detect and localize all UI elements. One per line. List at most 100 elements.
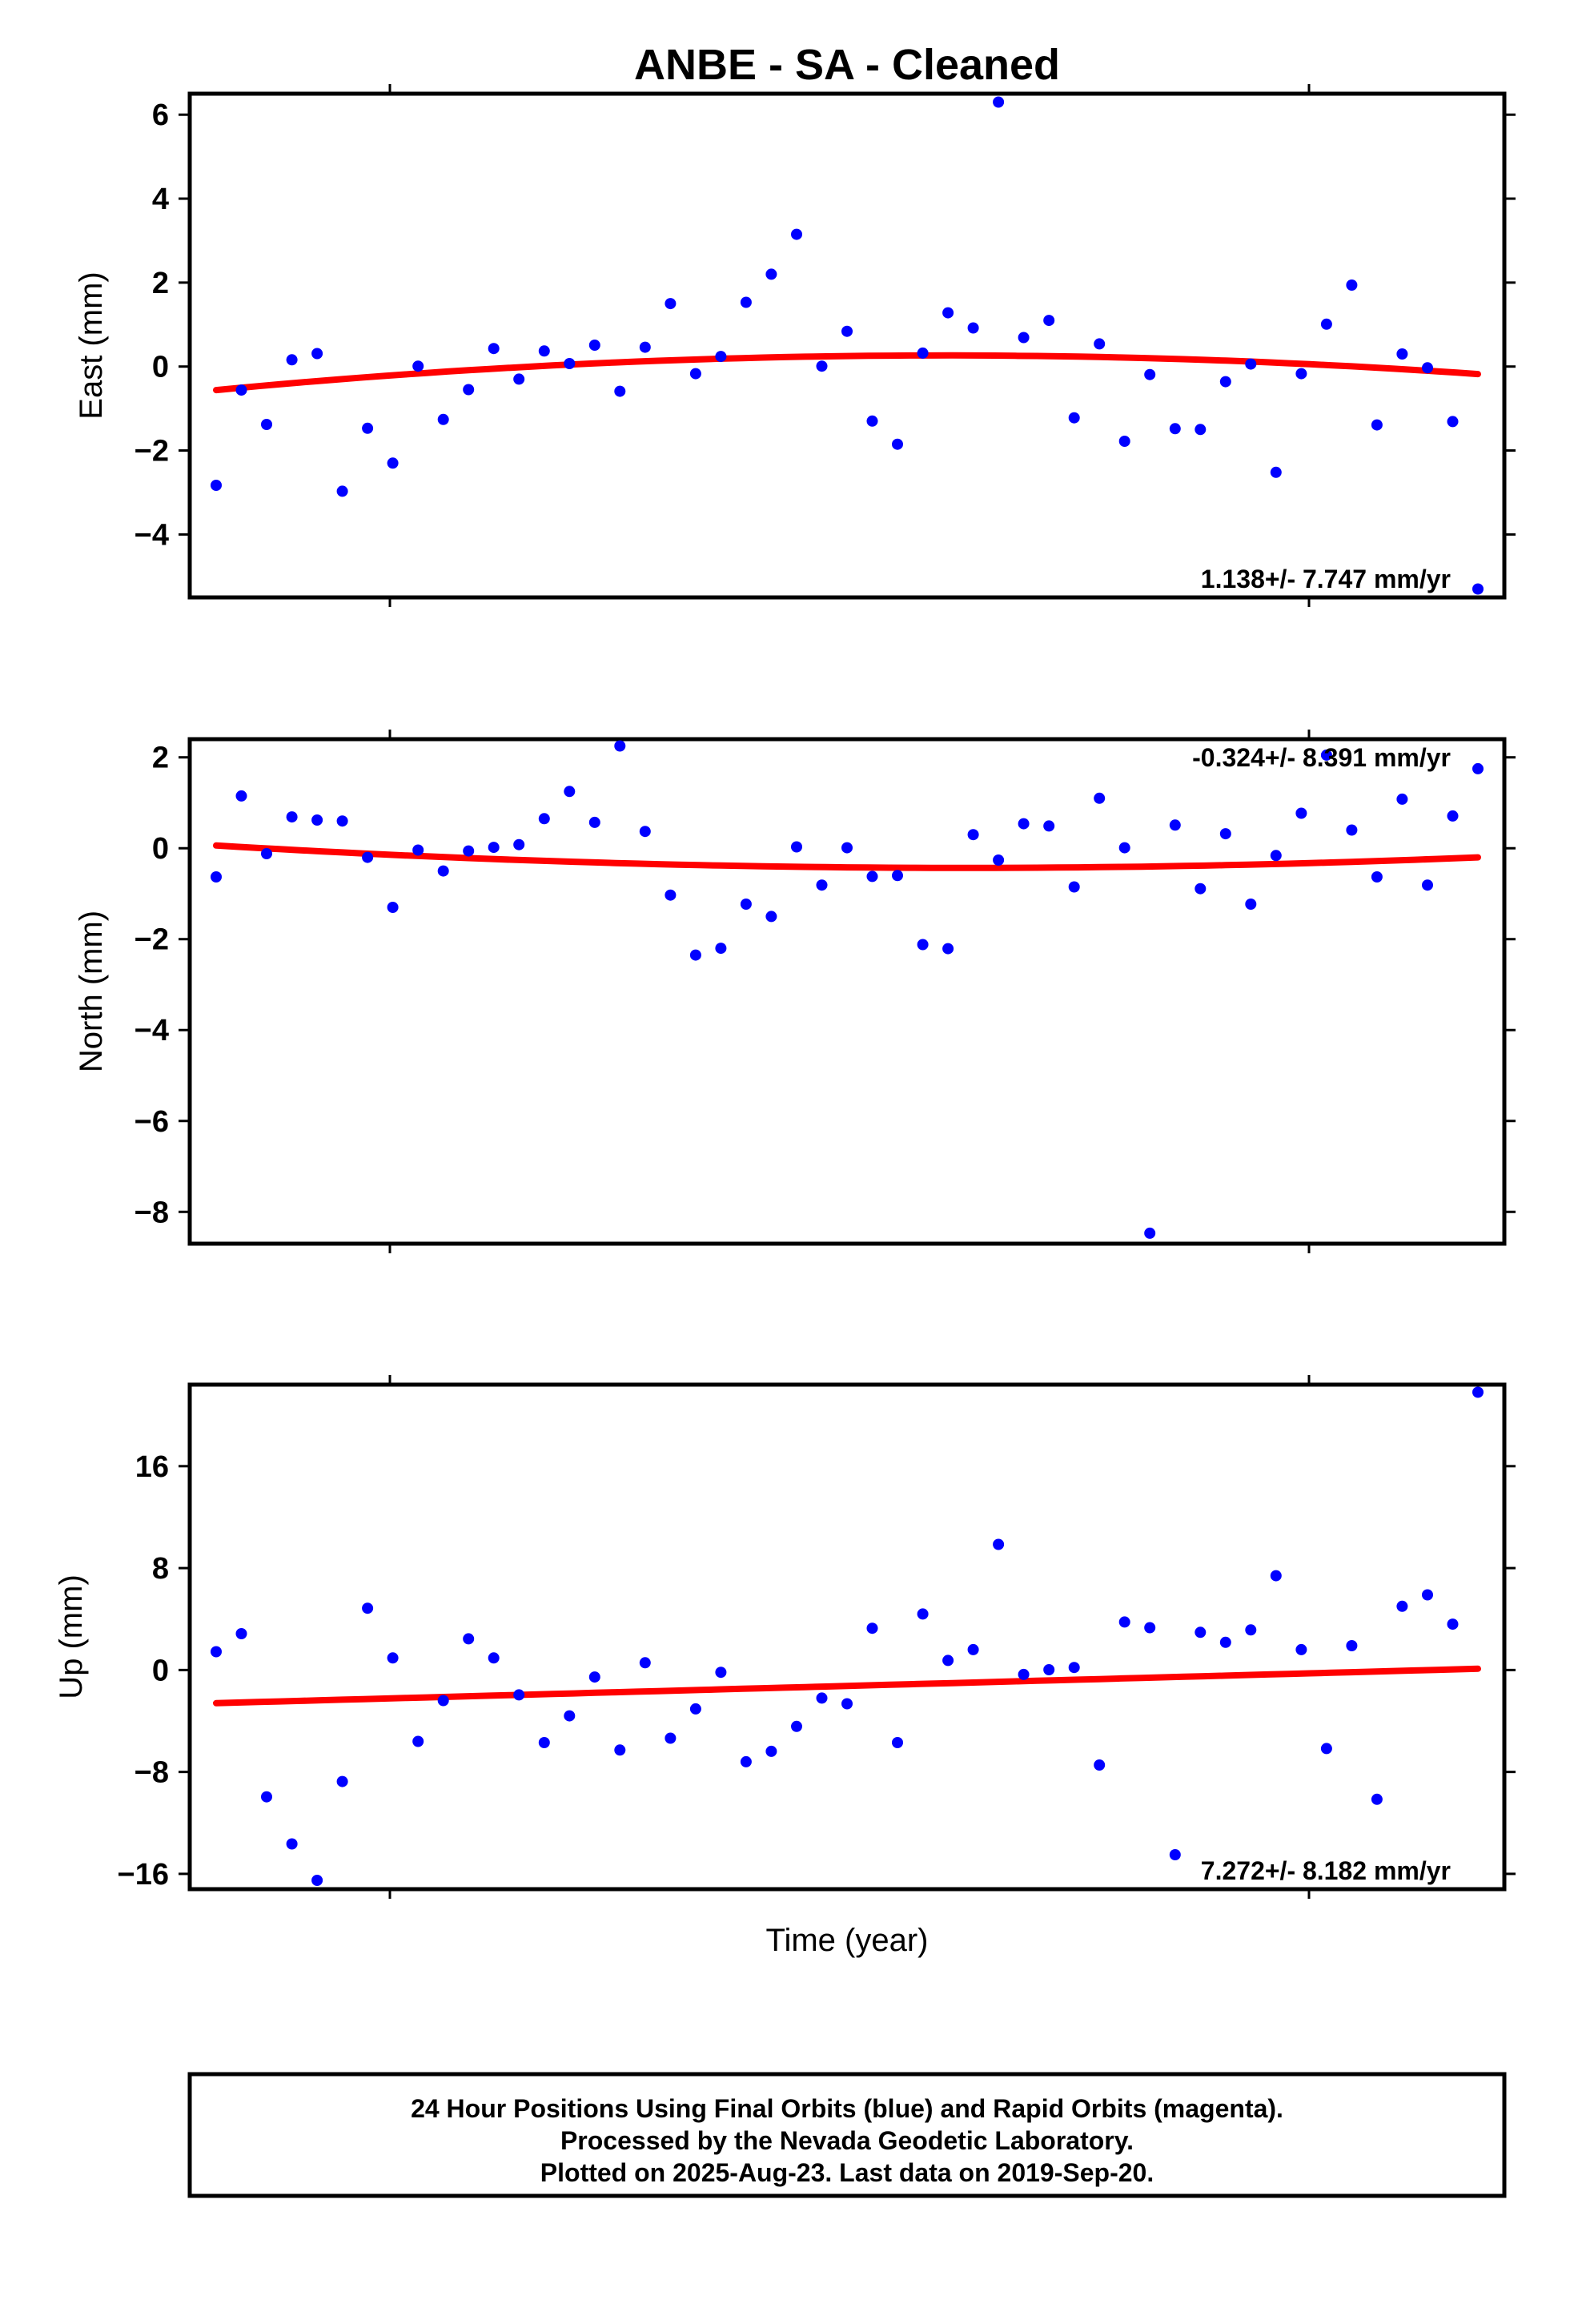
east-data-point xyxy=(1472,583,1484,595)
footer-line-3: Plotted on 2025-Aug-23. Last data on 201… xyxy=(540,2158,1154,2187)
north-data-point xyxy=(286,811,298,823)
panel-north: 2 0 −2 −4 −6 −8 North (mm) -0.324+/- 8.391 mm/y… xyxy=(74,730,1516,1253)
up-data-point xyxy=(1169,1849,1181,1860)
east-data-point xyxy=(993,96,1005,108)
up-data-point xyxy=(311,1875,323,1886)
up-y-tick-label-1: 8 xyxy=(152,1552,169,1586)
north-data-point xyxy=(740,899,752,910)
panel-up: 16 8 0 −8 −16 Up (mm) 7.272+/- 8.182 mm/yr xyxy=(54,1375,1516,1899)
north-data-point xyxy=(942,943,954,955)
up-y-tick-label-3: −8 xyxy=(135,1756,169,1790)
east-data-point xyxy=(387,457,399,469)
north-data-point xyxy=(841,842,853,854)
east-data-point xyxy=(665,298,677,310)
up-data-point xyxy=(942,1655,954,1667)
east-y-tick-label-4: −2 xyxy=(135,435,169,468)
east-rate-label: 1.138+/- 7.747 mm/yr xyxy=(1201,565,1451,593)
east-data-point xyxy=(311,348,323,360)
up-data-point xyxy=(715,1667,727,1679)
up-data-point xyxy=(336,1775,348,1787)
north-data-point xyxy=(336,815,348,827)
up-y-tick-label-4: −16 xyxy=(118,1858,169,1892)
up-data-point xyxy=(665,1732,677,1744)
east-data-point xyxy=(967,322,979,334)
east-data-point xyxy=(1245,358,1257,370)
up-data-point xyxy=(1094,1759,1106,1771)
up-data-point xyxy=(588,1671,600,1683)
up-data-point xyxy=(1018,1668,1030,1680)
up-data-point xyxy=(1219,1636,1231,1648)
east-data-point xyxy=(689,368,701,380)
north-data-point xyxy=(211,871,222,883)
north-data-point xyxy=(488,842,500,854)
up-data-point xyxy=(211,1646,222,1658)
up-data-point xyxy=(1068,1662,1080,1674)
east-data-point xyxy=(715,351,727,363)
east-data-point xyxy=(588,340,600,351)
north-data-point xyxy=(1295,807,1307,819)
x-axis-label: Time (year) xyxy=(766,1923,929,1958)
chart-title: ANBE - SA - Cleaned xyxy=(634,41,1060,89)
up-data-point xyxy=(1118,1616,1130,1628)
east-data-point xyxy=(614,385,626,397)
up-data-point xyxy=(488,1652,500,1664)
north-plot-frame xyxy=(187,737,1507,1246)
north-data-point xyxy=(1219,828,1231,840)
up-data-point xyxy=(1295,1643,1307,1655)
east-data-point xyxy=(1320,318,1332,330)
up-data-point xyxy=(1320,1743,1332,1755)
north-data-point xyxy=(866,870,878,883)
up-data-point xyxy=(286,1838,298,1850)
north-data-point xyxy=(1270,850,1282,862)
footer-box: 24 Hour Positions Using Final Orbits (bl… xyxy=(187,2072,1507,2198)
up-data-point xyxy=(1346,1640,1358,1651)
up-data-point xyxy=(614,1744,626,1756)
east-data-point xyxy=(235,384,247,396)
east-trend-line xyxy=(213,352,1481,394)
north-data-point xyxy=(463,845,475,857)
up-data-point xyxy=(387,1652,399,1664)
panel-east: 6 4 2 0 −2 −4 East (mm) 1.138+/- 7.747 mm/yr xyxy=(74,84,1516,607)
north-data-point xyxy=(1169,819,1181,831)
east-plot-frame xyxy=(187,91,1507,600)
up-data-point xyxy=(765,1745,777,1757)
north-data-point xyxy=(1320,749,1332,761)
east-y-tick-label-0: 6 xyxy=(152,99,169,132)
east-y-tick-label-1: 4 xyxy=(152,183,169,216)
north-data-point xyxy=(993,854,1005,866)
up-plot-frame xyxy=(187,1382,1507,1892)
up-data-point xyxy=(564,1710,576,1722)
north-data-point xyxy=(1396,793,1408,805)
footer-line-2: Processed by the Nevada Geodetic Laborat… xyxy=(560,2126,1134,2155)
north-data-point xyxy=(412,844,424,856)
east-y-tick-label-5: −4 xyxy=(135,518,169,552)
east-data-point xyxy=(892,438,903,450)
north-data-point xyxy=(892,870,903,882)
north-data-point xyxy=(1094,792,1106,804)
north-y-tick-label-5: −8 xyxy=(135,1196,169,1229)
north-data-point xyxy=(1068,881,1080,893)
north-data-point xyxy=(1118,842,1130,854)
east-data-point xyxy=(1169,423,1181,435)
north-data-point xyxy=(311,814,323,826)
footer-frame xyxy=(187,2072,1507,2198)
north-data-point xyxy=(387,902,399,913)
north-data-point xyxy=(1371,871,1383,883)
up-data-point xyxy=(1472,1386,1484,1398)
up-data-point xyxy=(740,1755,752,1767)
up-data-point xyxy=(1396,1600,1408,1612)
north-data-point xyxy=(967,829,979,841)
east-data-point xyxy=(1270,466,1282,478)
east-data-point xyxy=(336,485,348,497)
north-data-point xyxy=(1447,810,1459,822)
east-data-point xyxy=(1118,436,1130,447)
east-data-point xyxy=(513,373,525,385)
north-data-point xyxy=(1043,820,1055,832)
up-data-point xyxy=(437,1695,449,1707)
east-data-point xyxy=(412,360,424,372)
north-rate-label: -0.324+/- 8.391 mm/yr xyxy=(1192,743,1451,772)
north-data-point xyxy=(588,816,600,828)
east-data-point xyxy=(488,343,500,355)
up-data-point xyxy=(993,1538,1005,1550)
